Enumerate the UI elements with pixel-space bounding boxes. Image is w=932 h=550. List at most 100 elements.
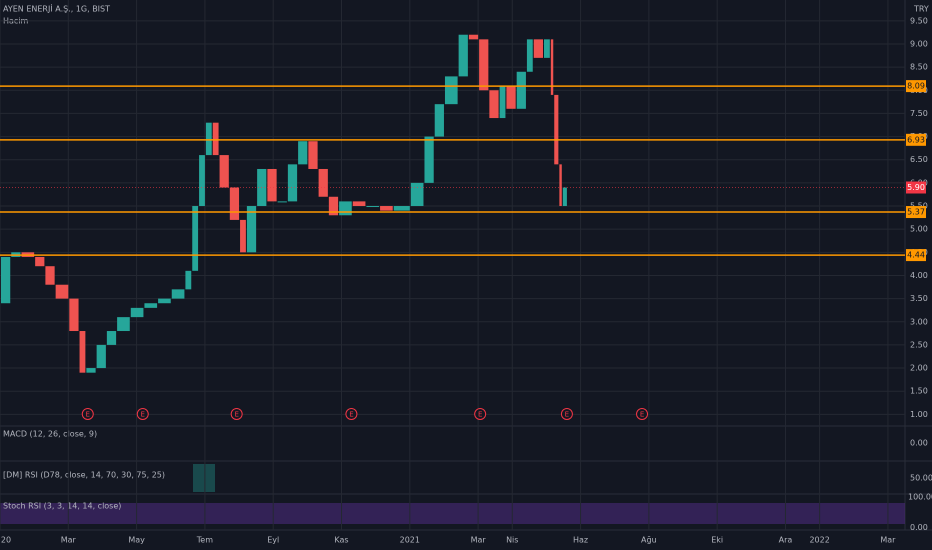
y-tick-label: 2.50 xyxy=(910,340,928,349)
level-tag xyxy=(906,249,926,262)
event-marker xyxy=(345,408,358,420)
symbol-title: AYEN ENERJİ A.Ş., 1G, BIST xyxy=(3,4,110,14)
x-tick-label: 2021 xyxy=(400,536,420,545)
candle xyxy=(158,298,171,304)
x-tick-label: Ara xyxy=(779,536,793,545)
y-tick-label: 7.50 xyxy=(910,109,928,118)
y-tick-label: 9.50 xyxy=(910,16,928,25)
candle xyxy=(298,141,308,165)
candle xyxy=(533,39,543,58)
event-marker xyxy=(560,408,573,420)
level-label: 5.37 xyxy=(907,208,925,217)
candle xyxy=(366,206,380,208)
level-tag xyxy=(906,206,926,219)
y-tick-label: 3.00 xyxy=(910,317,928,326)
candle xyxy=(205,122,212,156)
last-price-label: 5.90 xyxy=(907,183,925,192)
candle xyxy=(380,206,393,211)
candle xyxy=(393,206,410,211)
stoch-band xyxy=(0,503,905,524)
candle xyxy=(468,34,479,40)
candle xyxy=(339,201,352,216)
x-tick-label: Haz xyxy=(573,536,588,545)
y-tick-label: 1.50 xyxy=(910,387,928,396)
candle xyxy=(130,307,144,318)
candle xyxy=(171,289,185,299)
x-tick-label: Tem xyxy=(196,536,213,545)
x-tick-label: Mar xyxy=(880,536,896,545)
candle xyxy=(352,201,366,207)
y-tick-label: 9.00 xyxy=(910,39,928,48)
level-label: 6.93 xyxy=(907,135,925,144)
event-marker xyxy=(136,408,149,420)
candle xyxy=(516,71,526,109)
candle xyxy=(212,122,219,156)
event-label: E xyxy=(349,411,353,419)
event-label: E xyxy=(640,411,644,419)
candle xyxy=(410,182,424,207)
level-tag xyxy=(906,133,926,146)
candle xyxy=(69,298,79,332)
event-label: E xyxy=(86,411,90,419)
x-tick-label: Mar xyxy=(61,536,77,545)
pane-tick: 0.00 xyxy=(910,439,928,448)
pane-tick: 100.00 xyxy=(908,493,932,502)
event-label: E xyxy=(478,411,482,419)
pane-tick: 0.00 xyxy=(910,523,928,532)
candle xyxy=(489,90,499,119)
candle xyxy=(506,85,516,109)
candle xyxy=(144,303,158,308)
rsi-zone xyxy=(193,464,215,492)
candle xyxy=(434,104,444,137)
candle xyxy=(424,136,434,183)
candle xyxy=(45,266,55,285)
y-tick-label: 2.00 xyxy=(910,364,928,373)
x-tick-label: May xyxy=(128,536,145,545)
event-marker xyxy=(636,408,649,420)
x-tick-label: 20 xyxy=(1,536,11,545)
last-price-tag xyxy=(906,181,926,194)
candle xyxy=(559,164,562,207)
pane-label: Stoch RSI (3, 3, 14, 14, close) xyxy=(3,502,121,511)
currency: TRY xyxy=(913,5,929,14)
candle xyxy=(287,164,298,202)
candle xyxy=(458,34,468,77)
y-tick-label: 5.00 xyxy=(910,225,928,234)
candle xyxy=(526,39,533,72)
event-label: E xyxy=(141,411,145,419)
y-tick-label: 5.50 xyxy=(910,202,928,211)
y-tick-label: 3.50 xyxy=(910,294,928,303)
candle xyxy=(550,39,554,95)
level-tag xyxy=(906,80,926,93)
candle xyxy=(479,39,489,91)
candle xyxy=(199,155,205,207)
x-tick-label: Eyl xyxy=(267,536,279,545)
candle xyxy=(277,201,287,203)
candle xyxy=(246,206,257,253)
pane-label: [DM] RSI (D78, close, 14, 70, 30, 75, 25… xyxy=(3,471,165,480)
y-tick-label: 6.50 xyxy=(910,155,928,164)
event-marker xyxy=(474,408,487,420)
pane-label: MACD (12, 26, close, 9) xyxy=(3,430,97,439)
candle xyxy=(499,85,506,119)
candle xyxy=(1,256,11,304)
candle xyxy=(318,168,328,197)
event-marker xyxy=(230,408,243,420)
x-tick-label: Kas xyxy=(334,536,348,545)
x-tick-label: Eki xyxy=(711,536,723,545)
candle xyxy=(55,284,69,299)
x-tick-label: Mar xyxy=(471,536,487,545)
candle xyxy=(35,256,45,267)
candle xyxy=(79,331,86,373)
candle xyxy=(117,317,130,332)
level-label: 4.44 xyxy=(907,251,925,260)
level-label: 8.09 xyxy=(907,82,925,91)
candle xyxy=(544,39,550,58)
candle xyxy=(328,196,339,216)
candle xyxy=(229,187,240,220)
pane-tick: 50.00 xyxy=(910,474,932,483)
candle xyxy=(185,270,192,290)
candle xyxy=(267,168,277,202)
event-label: E xyxy=(234,411,238,419)
